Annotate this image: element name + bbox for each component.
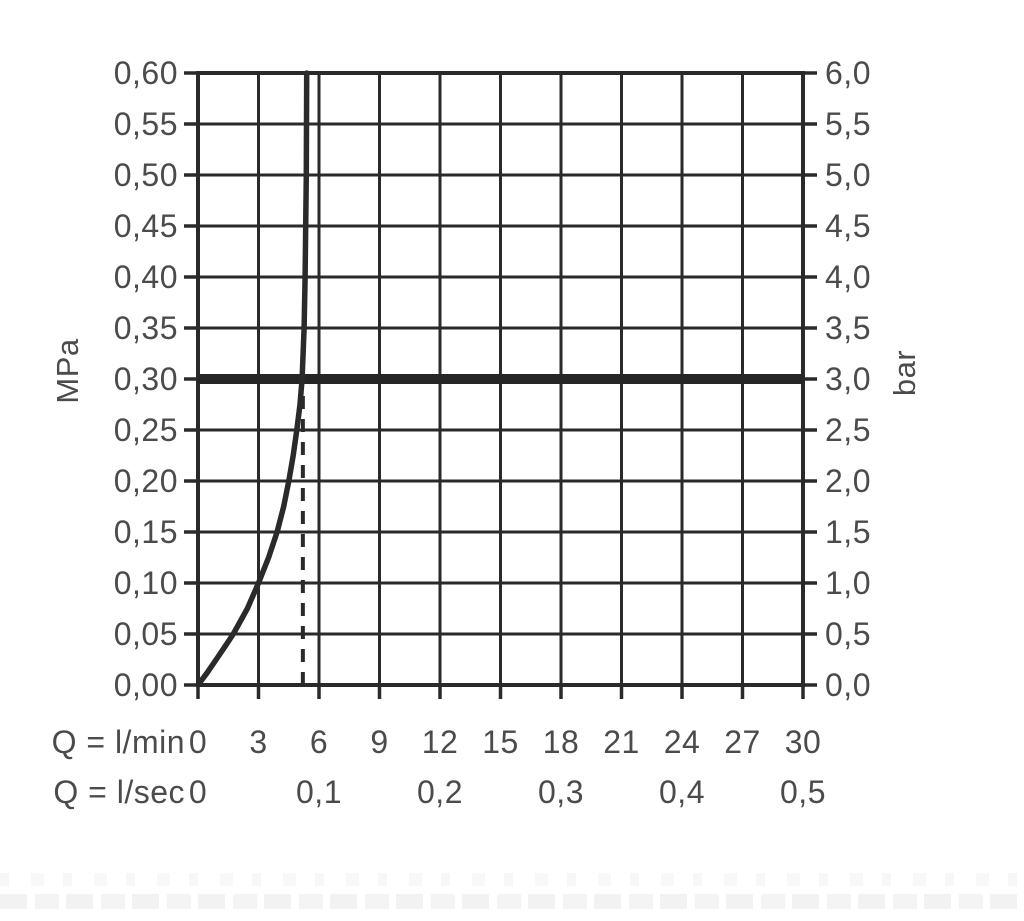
y-axis-mpa-tick-label: 0,35	[113, 310, 178, 346]
y-axis-bar-tick-label: 4,0	[825, 259, 871, 295]
y-axis-bar-tick-label: 1,5	[825, 514, 871, 550]
y-axis-bar-tick-label: 3,5	[825, 310, 871, 346]
x-axis-lsec-tick-label: 0	[188, 774, 208, 810]
y-axis-bar-tick-label: 0,0	[825, 667, 871, 703]
x-axis-lmin-tick-label: 12	[421, 724, 459, 760]
right-axis-unit-label: bar	[887, 349, 922, 397]
x-axis-lmin-tick-label: 15	[482, 724, 519, 760]
x-axis-lsec-tick-label: 0,1	[296, 774, 342, 810]
x-axis-lsec-tick-label: 0,2	[417, 774, 463, 810]
y-axis-mpa-tick-label: 0,20	[113, 463, 178, 499]
y-axis-bar-tick-label: 6,0	[825, 55, 871, 91]
x-axis-lsec-tick-label: 0,4	[659, 774, 705, 810]
y-axis-bar-tick-label: 2,0	[825, 463, 871, 499]
y-axis-mpa-tick-label: 0,40	[113, 259, 178, 295]
y-axis-mpa-tick-label: 0,00	[113, 667, 178, 703]
x-axis-lmin-tick-label: 18	[542, 724, 580, 760]
x-axis-lmin-tick-label: 21	[603, 724, 640, 760]
x-axis-lmin-tick-label: 9	[370, 724, 389, 760]
tick-marks	[184, 71, 817, 699]
x-axis-lmin-row-label: Q = l/min	[51, 724, 185, 760]
y-axis-mpa-tick-label: 0,30	[113, 361, 178, 397]
y-axis-bar-tick-label: 1,0	[825, 565, 871, 601]
x-axis-lsec-tick-label: 0,5	[780, 774, 826, 810]
flow-rate-curve	[195, 70, 310, 688]
x-axis-lmin-tick-label: 24	[663, 724, 701, 760]
x-axis-lmin-tick-label: 3	[249, 724, 268, 760]
y-axis-mpa-tick-label: 0,05	[113, 616, 178, 652]
y-axis-bar-tick-label: 2,5	[825, 412, 871, 448]
y-axis-mpa-tick-label: 0,10	[113, 565, 178, 601]
y-axis-bar-tick-label: 4,5	[825, 208, 871, 244]
y-axis-mpa-tick-label: 0,45	[113, 208, 178, 244]
x-axis-lmin-tick-label: 27	[724, 724, 761, 760]
left-axis-unit-label: MPa	[50, 338, 85, 404]
y-axis-mpa-tick-label: 0,50	[113, 157, 178, 193]
y-axis-bar-tick-label: 3,0	[825, 361, 871, 397]
y-axis-bar-tick-label: 5,0	[825, 157, 871, 193]
x-axis-lmin-tick-label: 0	[188, 724, 208, 760]
x-axis-lmin-tick-label: 30	[784, 724, 822, 760]
y-axis-mpa-tick-label: 0,60	[113, 55, 178, 91]
y-axis-bar-tick-label: 0,5	[825, 616, 871, 652]
x-axis-lsec-row-label: Q = l/sec	[53, 774, 185, 810]
x-axis-lsec-tick-label: 0,3	[538, 774, 584, 810]
y-axis-mpa-tick-label: 0,25	[113, 412, 178, 448]
x-axis-lmin-tick-label: 6	[309, 724, 329, 760]
y-axis-mpa-tick-label: 0,55	[113, 106, 178, 142]
y-axis-mpa-tick-label: 0,15	[113, 514, 178, 550]
y-axis-bar-tick-label: 5,5	[825, 106, 871, 142]
